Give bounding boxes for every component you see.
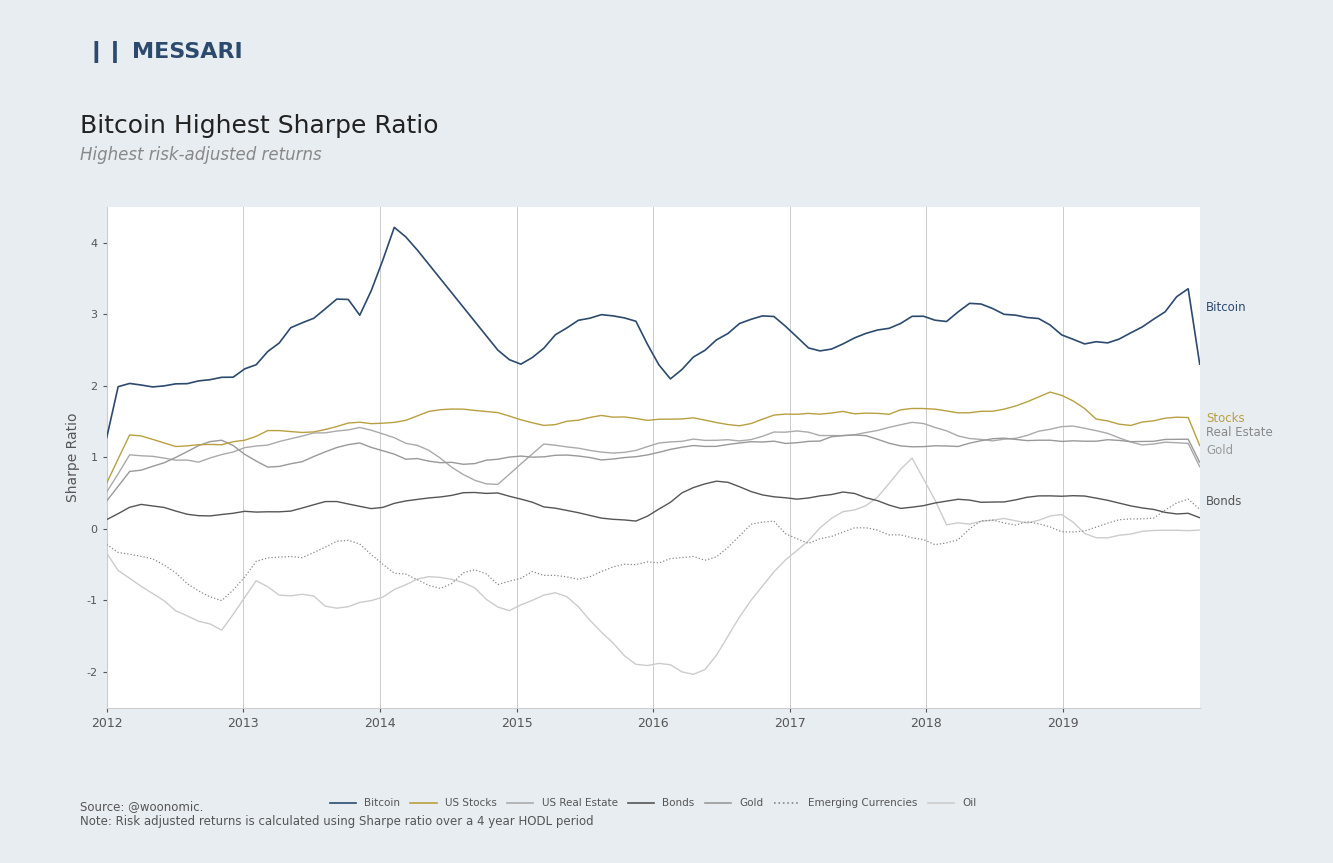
Legend: Bitcoin, US Stocks, US Real Estate, Bonds, Gold, Emerging Currencies, Oil: Bitcoin, US Stocks, US Real Estate, Bond… <box>325 794 981 813</box>
Text: Bitcoin: Bitcoin <box>1206 300 1246 314</box>
Text: Highest risk-adjusted returns: Highest risk-adjusted returns <box>80 146 321 164</box>
Text: Stocks: Stocks <box>1206 412 1245 425</box>
Y-axis label: Sharpe Ratio: Sharpe Ratio <box>65 413 80 502</box>
Text: Bitcoin Highest Sharpe Ratio: Bitcoin Highest Sharpe Ratio <box>80 114 439 138</box>
Text: Bonds: Bonds <box>1206 495 1242 508</box>
Text: ❙❙ MESSARI: ❙❙ MESSARI <box>87 41 243 63</box>
Text: Source: @woonomic.
Note: Risk adjusted returns is calculated using Sharpe ratio : Source: @woonomic. Note: Risk adjusted r… <box>80 801 593 828</box>
Text: Real Estate: Real Estate <box>1206 425 1273 439</box>
Text: Gold: Gold <box>1206 444 1233 457</box>
